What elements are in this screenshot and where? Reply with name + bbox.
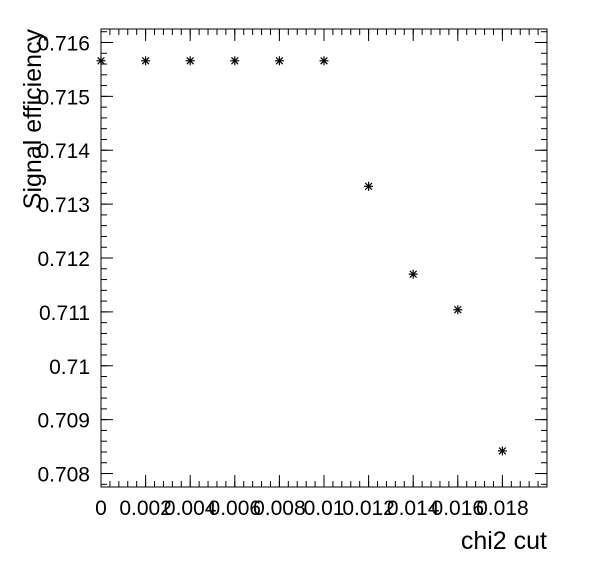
y-axis-title: Signal efficiency — [19, 29, 47, 210]
y-tick-label: 0.714 — [37, 140, 90, 163]
x-tick-label: 0.002 — [119, 497, 172, 520]
data-point — [185, 56, 195, 66]
data-point — [141, 56, 151, 66]
data-point — [453, 305, 463, 315]
data-point — [96, 56, 106, 66]
y-tick-label: 0.715 — [37, 86, 90, 109]
x-axis-title: chi2 cut — [461, 527, 547, 555]
data-point — [319, 56, 329, 66]
x-tick-label: 0.01 — [304, 497, 345, 520]
data-point — [364, 181, 374, 191]
y-tick-label: 0.709 — [37, 410, 90, 433]
data-point — [497, 446, 507, 456]
data-points — [96, 56, 507, 456]
y-tick-label: 0.708 — [37, 464, 90, 487]
plot-frame — [100, 28, 548, 488]
x-tick-label: 0.016 — [432, 497, 485, 520]
data-point — [408, 269, 418, 279]
x-tick-label: 0.008 — [253, 497, 306, 520]
data-point — [274, 56, 284, 66]
x-tick-label: 0 — [95, 497, 107, 520]
y-tick-label: 0.711 — [39, 302, 90, 325]
x-tick-label: 0.012 — [342, 497, 395, 520]
y-tick-label: 0.712 — [37, 248, 90, 271]
x-tick-label: 0.006 — [209, 497, 262, 520]
y-tick-label: 0.713 — [37, 194, 90, 217]
x-tick-label: 0.004 — [164, 497, 217, 520]
x-tick-labels: 0 0.0020.0040.0060.0080.010.0120.0140.016… — [95, 497, 529, 520]
y-tick-labels: 0.708 0.709 0.71 0.711 0.712 0.713 0.714 0.715 0… — [37, 32, 90, 486]
x-tick-label: 0.018 — [476, 497, 529, 520]
y-tick-label: 0.716 — [37, 32, 90, 55]
y-tick-label: 0.71 — [49, 356, 90, 379]
x-tick-label: 0.014 — [387, 497, 440, 520]
data-point — [230, 56, 240, 66]
